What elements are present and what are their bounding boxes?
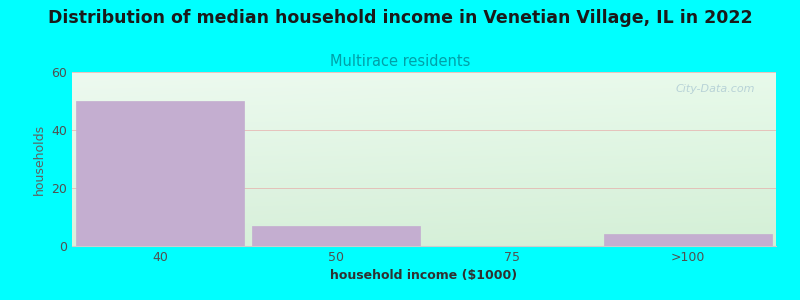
Text: City-Data.com: City-Data.com (675, 84, 755, 94)
Y-axis label: households: households (33, 123, 46, 195)
Bar (605, 234, 771, 246)
Bar (77, 101, 243, 246)
Bar (253, 226, 420, 246)
X-axis label: household income ($1000): household income ($1000) (330, 269, 518, 282)
Text: Multirace residents: Multirace residents (330, 54, 470, 69)
Text: Distribution of median household income in Venetian Village, IL in 2022: Distribution of median household income … (48, 9, 752, 27)
